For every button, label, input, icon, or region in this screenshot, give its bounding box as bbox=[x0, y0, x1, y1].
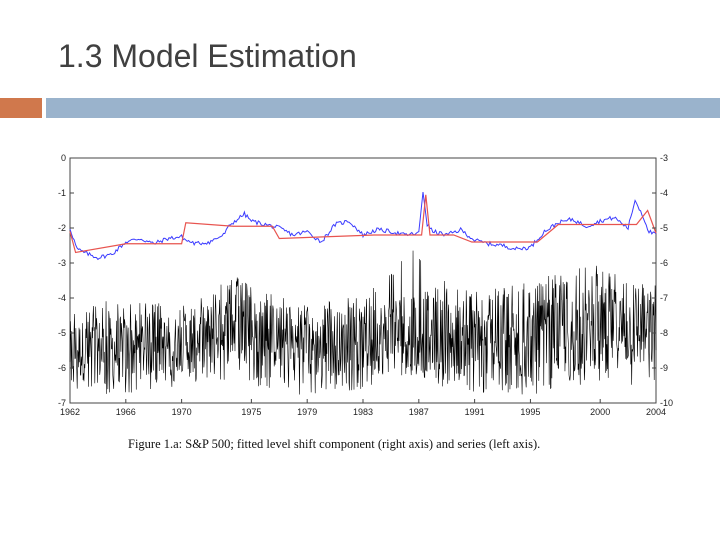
x-axis-tick-label: 1966 bbox=[116, 407, 136, 417]
right-axis-tick-label: -5 bbox=[660, 223, 668, 233]
x-axis-tick-label: 2000 bbox=[590, 407, 610, 417]
x-axis-tick-label: 2004 bbox=[646, 407, 666, 417]
left-axis-tick-label: -7 bbox=[58, 398, 66, 408]
right-axis-tick-label: -7 bbox=[660, 293, 668, 303]
right-axis-tick-label: -4 bbox=[660, 188, 668, 198]
right-axis-tick-label: -8 bbox=[660, 328, 668, 338]
series-layer bbox=[69, 192, 657, 395]
x-axis-tick-label: 1995 bbox=[520, 407, 540, 417]
x-axis-tick-label: 1983 bbox=[353, 407, 373, 417]
x-axis-tick-label: 1991 bbox=[465, 407, 485, 417]
left-axis-tick-label: -3 bbox=[58, 258, 66, 268]
level-shift-line bbox=[69, 194, 657, 254]
left-axis-tick-label: 0 bbox=[61, 153, 66, 163]
left-axis-tick-label: -4 bbox=[58, 293, 66, 303]
x-axis-tick-label: 1987 bbox=[409, 407, 429, 417]
series-line-left-axis bbox=[69, 250, 657, 395]
accent-bar-orange bbox=[0, 98, 42, 118]
right-axis-tick-label: -10 bbox=[660, 398, 673, 408]
x-axis-tick-label: 1970 bbox=[172, 407, 192, 417]
left-axis-tick-label: -6 bbox=[58, 363, 66, 373]
fitted-series-line bbox=[69, 192, 657, 261]
x-axis-tick-label: 1979 bbox=[297, 407, 317, 417]
right-axis-tick-label: -9 bbox=[660, 363, 668, 373]
ticks-layer: 0 -1 -2 -3 -4 -5 -6 -7 -3 -4 -5 -6 -7 -8 -9 -10 1962 1966… bbox=[58, 153, 673, 417]
right-axis-tick-label: -6 bbox=[660, 258, 668, 268]
plot-frame bbox=[69, 157, 657, 404]
left-axis-tick-label: -5 bbox=[58, 328, 66, 338]
slide-title: 1.3 Model Estimation bbox=[58, 38, 357, 74]
x-axis-tick-label: 1962 bbox=[60, 407, 80, 417]
left-axis-tick-label: -2 bbox=[58, 223, 66, 233]
figure-caption: Figure 1.a: S&P 500; fitted level shift … bbox=[128, 437, 541, 451]
accent-bar-blue bbox=[46, 98, 720, 118]
right-axis-tick-label: -3 bbox=[660, 153, 668, 163]
left-axis-tick-label: -1 bbox=[58, 188, 66, 198]
x-axis-tick-label: 1975 bbox=[241, 407, 261, 417]
